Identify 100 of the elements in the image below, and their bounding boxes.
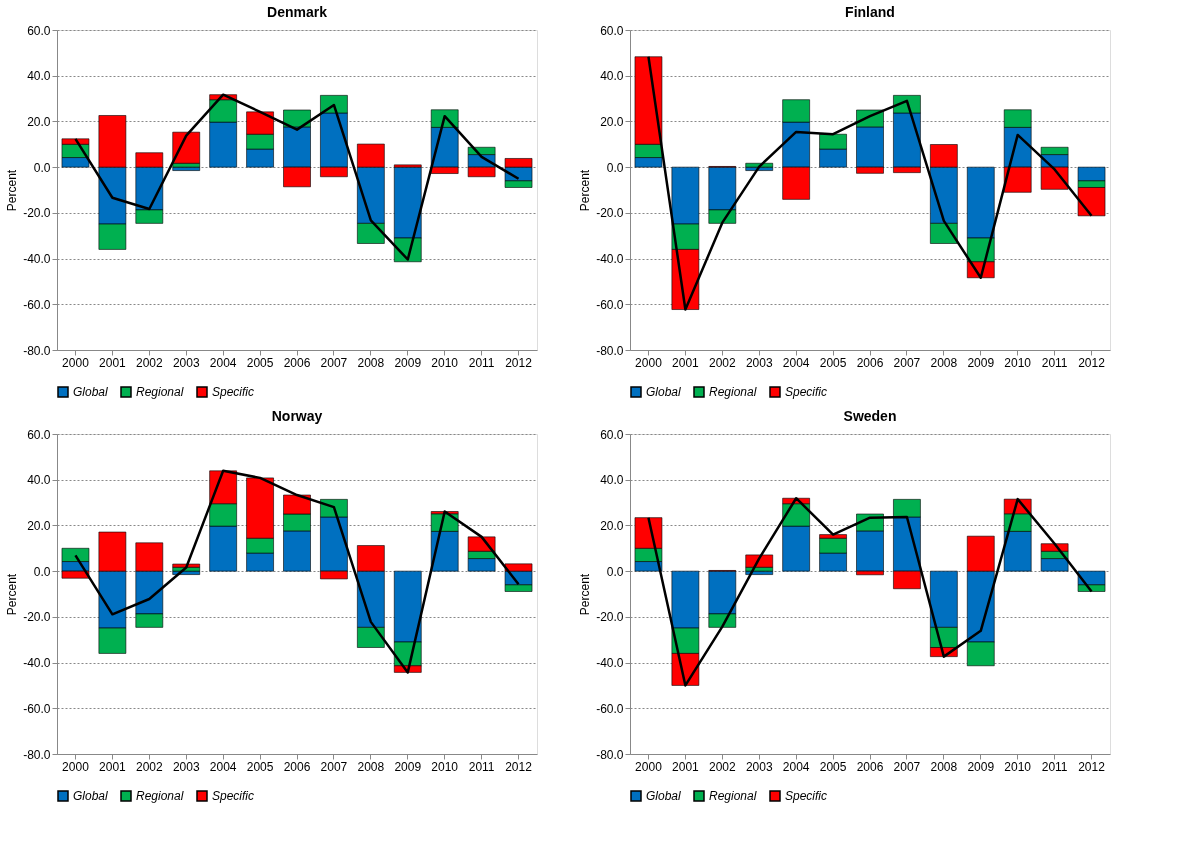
legend-label: Regional	[136, 385, 184, 399]
y-tick-label: 20.0	[600, 114, 624, 129]
x-tick-label: 2004	[782, 759, 810, 774]
y-tick-label: -40.0	[23, 252, 51, 267]
y-tick-label: -80.0	[596, 343, 624, 358]
x-tick-label: 2004	[209, 355, 237, 370]
y-tick-label: -20.0	[596, 610, 624, 625]
x-tick-label: 2006	[283, 759, 311, 774]
legend-label: Global	[646, 385, 682, 399]
y-tick-label: 60.0	[600, 427, 624, 442]
x-tick-label: 2000	[62, 759, 90, 774]
x-tick-label: 2005	[246, 355, 274, 370]
y-axis-title: Percent	[5, 573, 20, 616]
y-tick-label: 60.0	[27, 427, 51, 442]
legend-label: Global	[73, 385, 109, 399]
x-tick-label: 2004	[782, 355, 810, 370]
x-tick-label: 2009	[967, 759, 995, 774]
y-tick-label: 40.0	[600, 473, 624, 488]
y-tick-label: -40.0	[596, 656, 624, 671]
legend-label: Regional	[709, 385, 757, 399]
x-tick-label: 2003	[745, 759, 773, 774]
x-tick-label: 2009	[394, 355, 422, 370]
x-tick-label: 2006	[856, 355, 884, 370]
legend-label: Specific	[212, 789, 255, 803]
chart-title: Denmark	[267, 4, 328, 20]
chart-title: Norway	[271, 408, 323, 424]
y-tick-label: -60.0	[23, 701, 51, 716]
y-tick-label: -60.0	[596, 701, 624, 716]
x-tick-label: 2009	[394, 759, 422, 774]
x-tick-label: 2001	[99, 355, 127, 370]
x-tick-label: 2002	[135, 759, 163, 774]
x-tick-label: 2003	[745, 355, 773, 370]
x-tick-label: 2005	[819, 759, 847, 774]
y-tick-label: -60.0	[596, 297, 624, 312]
y-tick-label: 40.0	[27, 69, 51, 84]
chart-title: Sweden	[843, 408, 897, 424]
y-tick-label: -20.0	[596, 206, 624, 221]
x-tick-label: 2001	[672, 355, 700, 370]
y-tick-label: 20.0	[600, 518, 624, 533]
x-tick-label: 2012	[1078, 355, 1106, 370]
y-tick-label: 0.0	[606, 564, 624, 579]
x-tick-label: 2007	[320, 759, 348, 774]
y-tick-label: 0.0	[33, 160, 51, 175]
y-tick-label: -20.0	[23, 610, 51, 625]
legend-label: Regional	[709, 789, 757, 803]
chart-title: Finland	[845, 4, 895, 20]
y-tick-label: 40.0	[600, 69, 624, 84]
y-axis-title: Percent	[578, 169, 593, 212]
y-axis-title: Percent	[5, 169, 20, 212]
x-tick-label: 2008	[357, 759, 385, 774]
y-tick-label: -80.0	[596, 747, 624, 762]
y-axis-title: Percent	[578, 573, 593, 616]
y-tick-label: 60.0	[600, 23, 624, 38]
x-tick-label: 2002	[135, 355, 163, 370]
y-tick-label: -80.0	[23, 747, 51, 762]
x-tick-label: 2000	[62, 355, 90, 370]
y-tick-label: 0.0	[606, 160, 624, 175]
x-tick-label: 2011	[1041, 355, 1068, 370]
y-tick-label: 20.0	[27, 114, 51, 129]
x-tick-label: 2001	[99, 759, 127, 774]
x-tick-label: 2008	[930, 759, 958, 774]
y-tick-label: 20.0	[27, 518, 51, 533]
x-tick-label: 2010	[1004, 759, 1032, 774]
x-tick-label: 2009	[967, 355, 995, 370]
x-tick-label: 2011	[468, 355, 495, 370]
x-tick-label: 2003	[172, 759, 200, 774]
y-tick-label: 0.0	[33, 564, 51, 579]
legend-label: Specific	[785, 385, 828, 399]
x-tick-label: 2007	[893, 355, 921, 370]
x-tick-label: 2005	[819, 355, 847, 370]
legend-label: Specific	[212, 385, 255, 399]
x-tick-label: 2007	[320, 355, 348, 370]
x-tick-label: 2010	[431, 355, 459, 370]
y-tick-label: 60.0	[27, 23, 51, 38]
x-tick-label: 2007	[893, 759, 921, 774]
x-tick-label: 2012	[1078, 759, 1106, 774]
y-tick-label: 40.0	[27, 473, 51, 488]
y-tick-label: -80.0	[23, 343, 51, 358]
x-tick-label: 2010	[1004, 355, 1032, 370]
x-tick-label: 2004	[209, 759, 237, 774]
x-tick-label: 2002	[708, 355, 736, 370]
x-tick-label: 2011	[468, 759, 495, 774]
x-tick-label: 2012	[505, 759, 533, 774]
x-tick-label: 2005	[246, 759, 274, 774]
x-tick-label: 2001	[672, 759, 700, 774]
x-tick-label: 2000	[635, 759, 663, 774]
x-tick-label: 2012	[505, 355, 533, 370]
legend-label: Global	[646, 789, 682, 803]
x-tick-label: 2006	[856, 759, 884, 774]
y-tick-label: -40.0	[596, 252, 624, 267]
x-tick-label: 2006	[283, 355, 311, 370]
x-tick-label: 2008	[357, 355, 385, 370]
legend-label: Global	[73, 789, 109, 803]
x-tick-label: 2010	[431, 759, 459, 774]
x-tick-label: 2002	[708, 759, 736, 774]
x-tick-label: 2000	[635, 355, 663, 370]
legend-label: Regional	[136, 789, 184, 803]
y-tick-label: -60.0	[23, 297, 51, 312]
x-tick-label: 2008	[930, 355, 958, 370]
y-tick-label: -20.0	[23, 206, 51, 221]
